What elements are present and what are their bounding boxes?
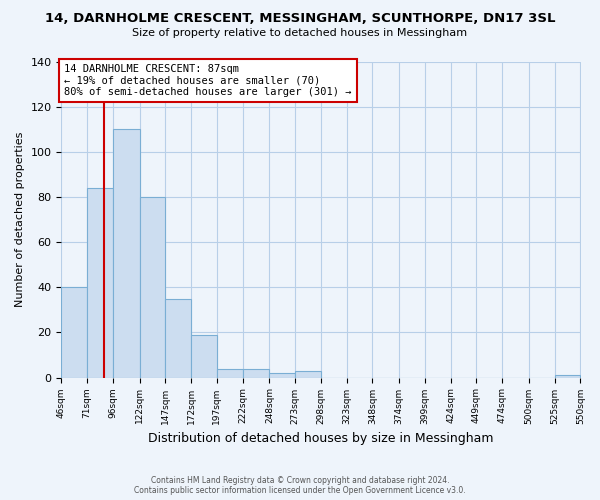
Text: 14 DARNHOLME CRESCENT: 87sqm
← 19% of detached houses are smaller (70)
80% of se: 14 DARNHOLME CRESCENT: 87sqm ← 19% of de… — [64, 64, 352, 97]
Bar — [87, 188, 113, 378]
X-axis label: Distribution of detached houses by size in Messingham: Distribution of detached houses by size … — [148, 432, 494, 445]
Bar — [140, 197, 166, 378]
Bar — [269, 373, 295, 378]
Bar — [61, 288, 87, 378]
Text: 14, DARNHOLME CRESCENT, MESSINGHAM, SCUNTHORPE, DN17 3SL: 14, DARNHOLME CRESCENT, MESSINGHAM, SCUN… — [45, 12, 555, 26]
Bar — [113, 129, 140, 378]
Y-axis label: Number of detached properties: Number of detached properties — [15, 132, 25, 307]
Text: Contains HM Land Registry data © Crown copyright and database right 2024.
Contai: Contains HM Land Registry data © Crown c… — [134, 476, 466, 495]
Bar — [295, 371, 321, 378]
Text: Size of property relative to detached houses in Messingham: Size of property relative to detached ho… — [133, 28, 467, 38]
Bar — [166, 298, 191, 378]
Bar — [191, 334, 217, 378]
Bar — [242, 368, 269, 378]
Bar — [217, 368, 242, 378]
Bar — [555, 376, 580, 378]
